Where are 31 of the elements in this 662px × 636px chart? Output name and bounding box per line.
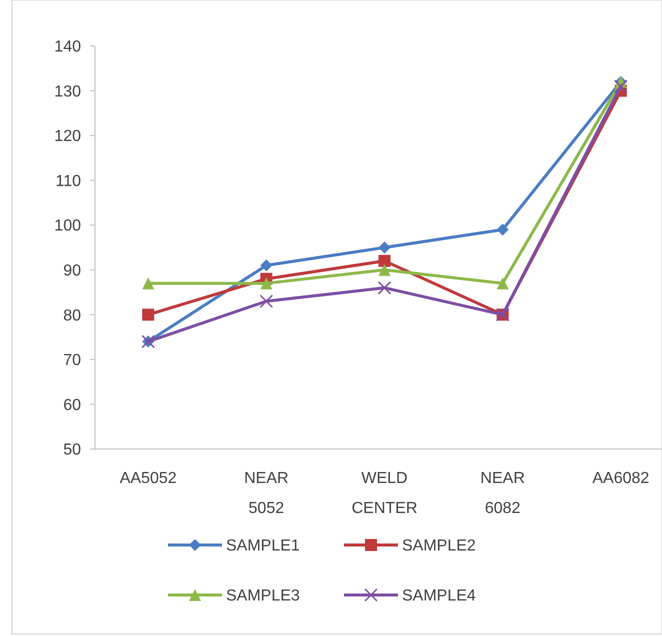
point [496, 224, 509, 236]
x-tick-label: AA5052 [120, 470, 177, 487]
y-tick-label: 110 [55, 172, 82, 190]
y-tick-label: 120 [54, 128, 82, 146]
point [260, 294, 274, 308]
legend-label: SAMPLE2 [402, 538, 476, 555]
point [142, 308, 154, 321]
y-tick-label: 100 [54, 218, 82, 235]
x-tick-label: NEAR 6082 [480, 470, 525, 517]
point [260, 259, 272, 272]
legend-label: SAMPLE1 [226, 538, 300, 555]
point [142, 277, 154, 290]
x-tick-label: NEAR 5052 [244, 470, 289, 517]
point [614, 80, 628, 94]
y-tick-label: 90 [63, 262, 82, 280]
point [378, 254, 390, 267]
legend-label: SAMPLE4 [402, 588, 476, 605]
legend-label: SAMPLE3 [226, 588, 300, 605]
x-tick-label: WELD CENTER [352, 470, 418, 517]
y-tick-label: 80 [63, 307, 82, 324]
y-tick-label: 130 [54, 83, 82, 100]
point [378, 242, 390, 254]
point [260, 277, 272, 290]
point [496, 277, 509, 290]
y-tick-label: 60 [63, 396, 82, 414]
point [378, 281, 392, 295]
y-tick-label: 70 [63, 352, 82, 370]
x-tick-label: AA6082 [592, 470, 650, 487]
y-tick-label: 140 [54, 38, 82, 56]
y-tick-label: 50 [63, 442, 82, 459]
point [378, 264, 390, 276]
